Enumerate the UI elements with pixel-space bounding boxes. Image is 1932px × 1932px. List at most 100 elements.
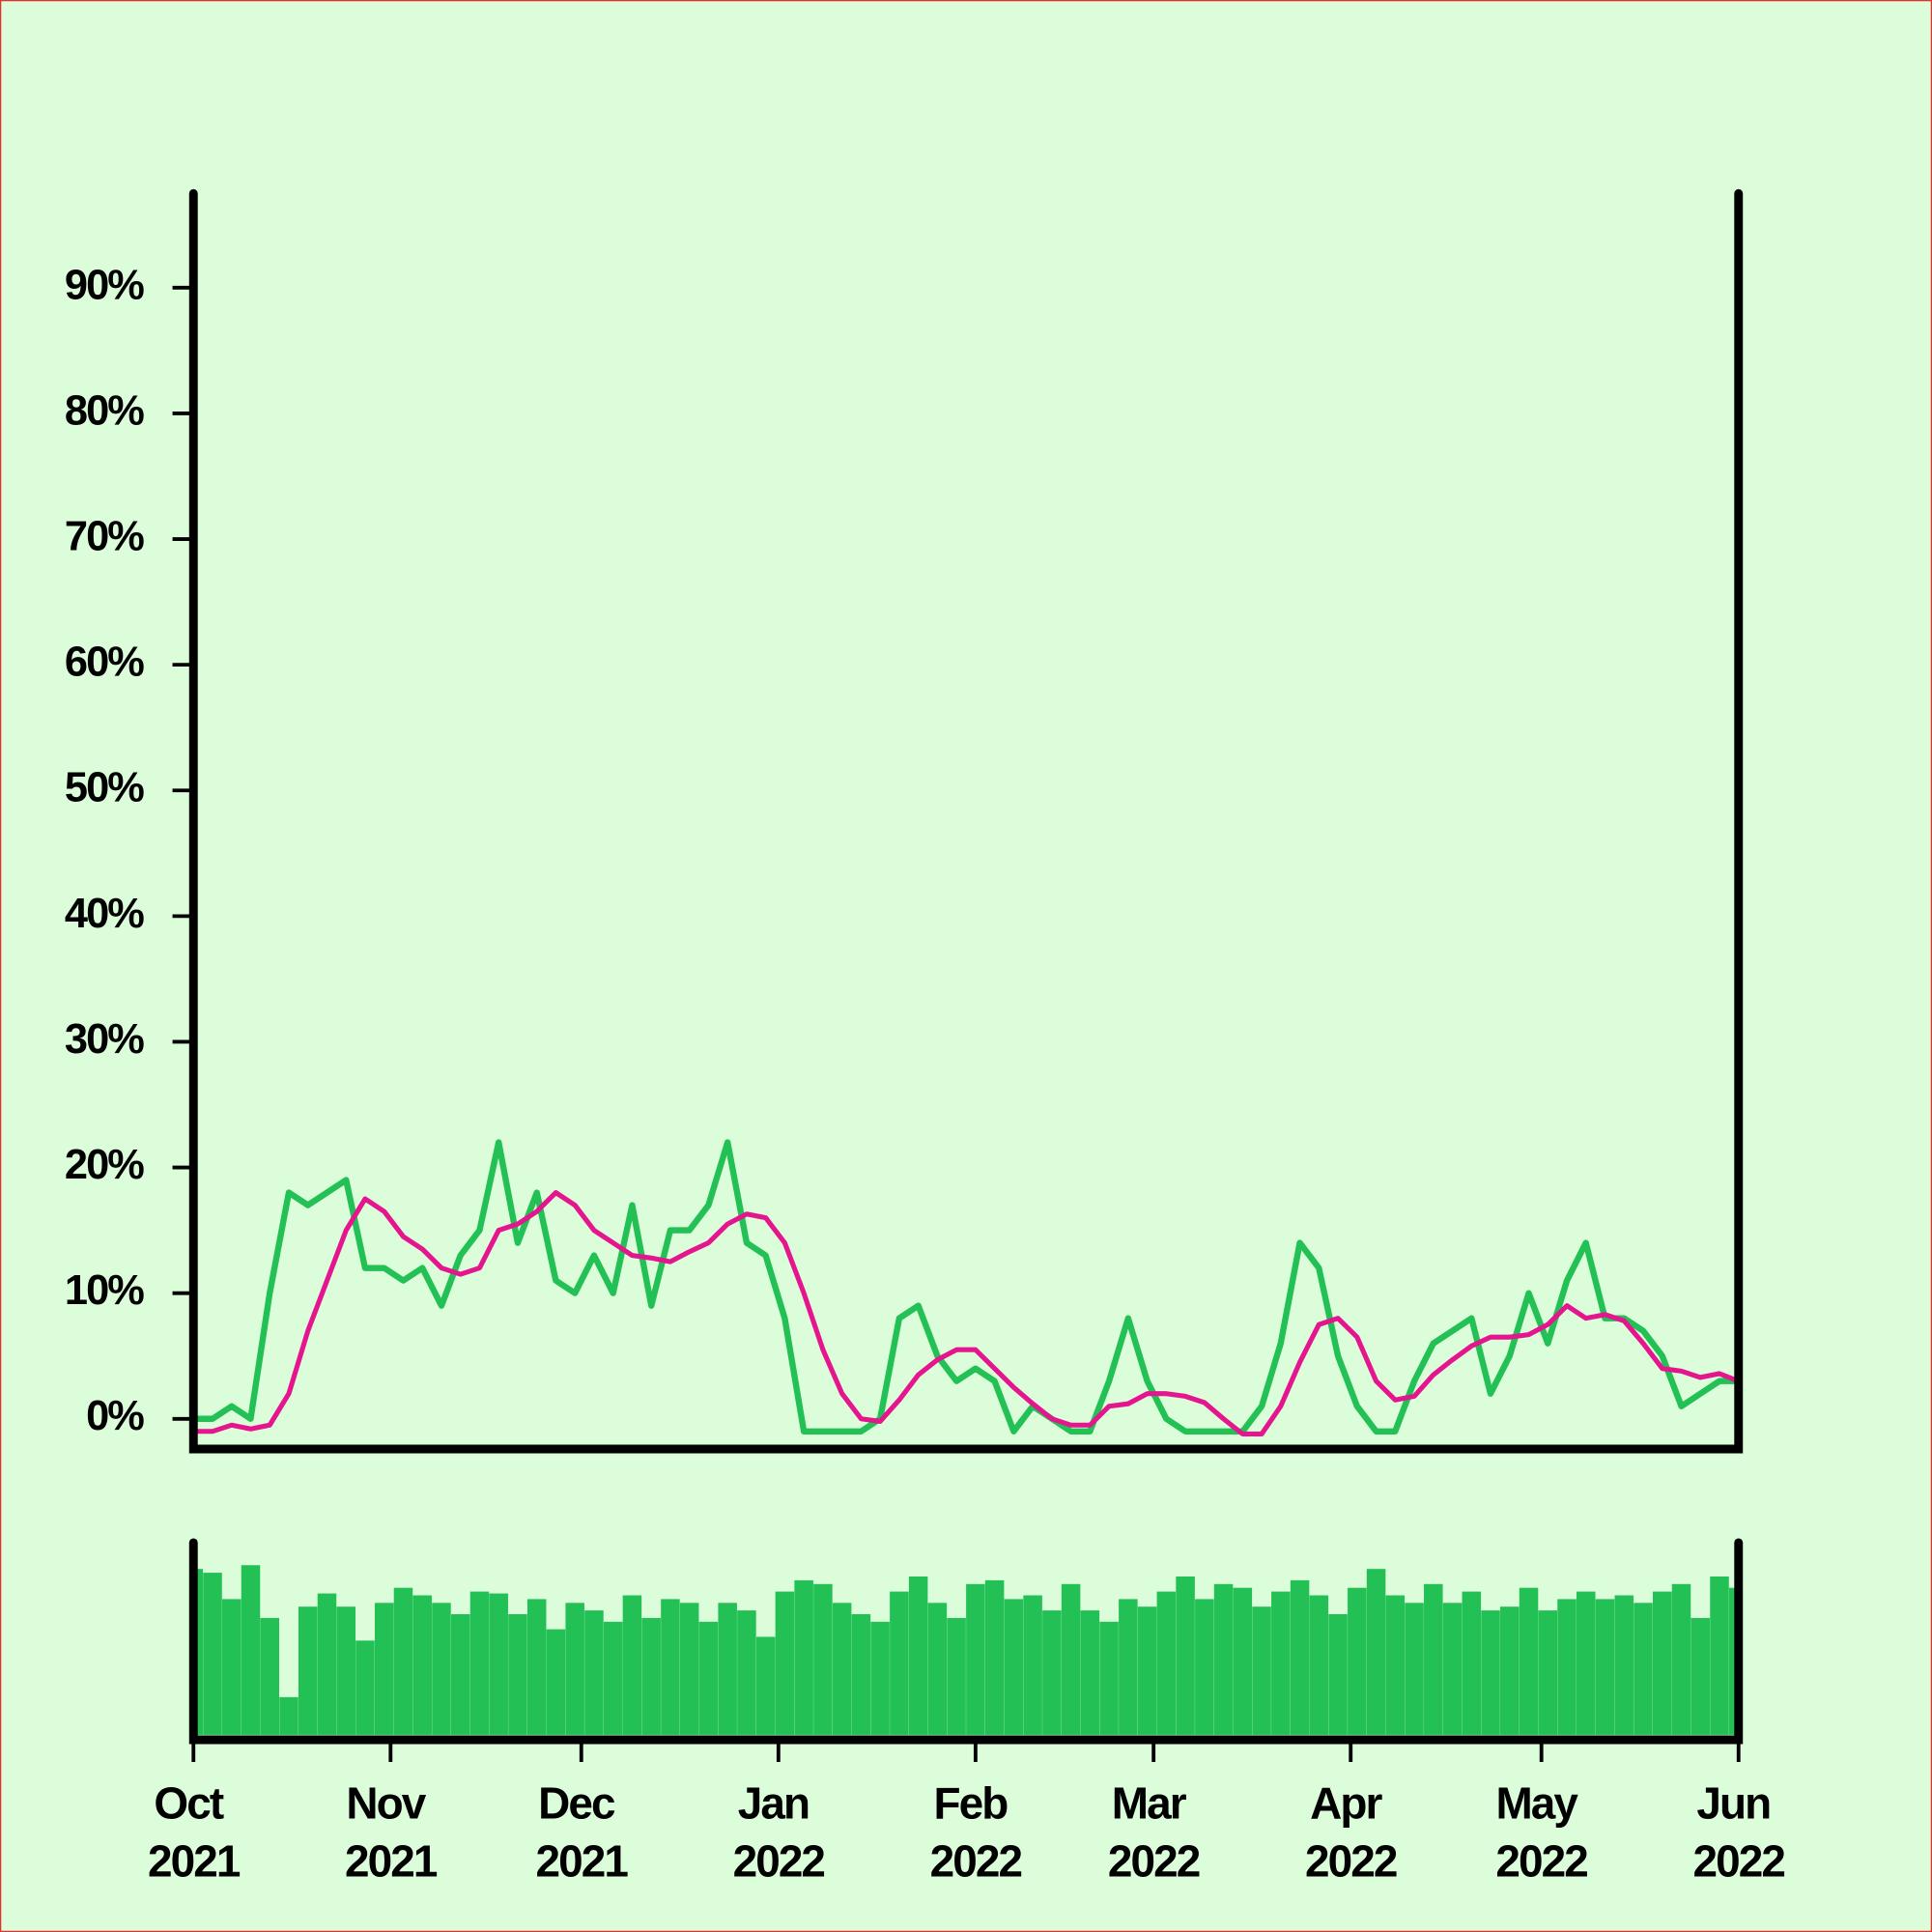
x-tick-label-line: 2022 — [1108, 1836, 1200, 1887]
bar — [1634, 1603, 1653, 1735]
bar — [1405, 1603, 1424, 1735]
bar — [737, 1610, 756, 1735]
bar — [947, 1617, 966, 1735]
x-tick-label-line: Jun — [1696, 1778, 1780, 1829]
y-tick-label: 70% — [65, 513, 144, 559]
x-tick-label-line: 2022 — [733, 1836, 825, 1887]
bar — [1328, 1614, 1348, 1735]
bar — [1519, 1587, 1539, 1735]
bar — [661, 1599, 680, 1735]
x-tick-label: Nov 2021 — [345, 1778, 438, 1887]
bar — [1366, 1569, 1386, 1735]
bar — [679, 1603, 699, 1735]
bar — [813, 1583, 833, 1735]
bar — [1156, 1591, 1177, 1735]
bar — [298, 1606, 318, 1735]
line — [193, 1190, 1740, 1436]
bar — [565, 1603, 584, 1735]
bar — [698, 1621, 719, 1735]
bar — [1213, 1583, 1234, 1735]
bar — [1348, 1587, 1367, 1735]
bar — [603, 1621, 623, 1735]
bar — [193, 1569, 204, 1735]
bar — [546, 1629, 566, 1735]
bar — [450, 1614, 470, 1735]
bar — [1577, 1591, 1596, 1735]
bar — [1271, 1591, 1291, 1735]
bar — [1481, 1610, 1500, 1735]
bar — [393, 1587, 413, 1735]
bar — [622, 1595, 642, 1735]
bar — [927, 1603, 948, 1735]
bar — [1004, 1599, 1024, 1735]
bar — [1671, 1583, 1691, 1735]
bar — [469, 1591, 490, 1735]
x-tick-label-line: 2021 — [536, 1836, 629, 1887]
bar — [966, 1583, 985, 1735]
bar — [908, 1576, 928, 1735]
bar — [260, 1617, 279, 1735]
x-tick-label-line: 2022 — [1693, 1836, 1785, 1887]
bar — [374, 1603, 394, 1735]
bar — [1233, 1587, 1253, 1735]
bar — [432, 1603, 451, 1735]
x-tick-label-line: 2021 — [345, 1836, 438, 1887]
bar — [1462, 1591, 1482, 1735]
y-tick-label: 50% — [65, 765, 144, 811]
y-tick-label: 0% — [86, 1393, 144, 1439]
bar — [336, 1606, 355, 1735]
bar — [1442, 1603, 1463, 1735]
bar — [641, 1617, 661, 1735]
x-tick-label: Jun 2022 — [1693, 1778, 1785, 1887]
bar — [1690, 1617, 1711, 1735]
bar — [508, 1614, 527, 1735]
y-tick-label: 60% — [65, 639, 144, 686]
bar — [718, 1603, 737, 1735]
bar — [584, 1610, 604, 1735]
bar — [1710, 1576, 1729, 1735]
x-tick-label-line: Jan — [738, 1778, 819, 1829]
x-tick-label-line: 2021 — [148, 1836, 241, 1887]
x-tick-label-line: Mar — [1112, 1778, 1196, 1829]
x-tick-label-line: Oct — [154, 1778, 233, 1829]
bar — [1595, 1599, 1615, 1735]
x-tick-label-line: Apr — [1310, 1778, 1391, 1829]
x-tick-label-line: 2022 — [1305, 1836, 1397, 1887]
x-tick-label: Oct 2021 — [148, 1778, 241, 1887]
bar — [1119, 1599, 1138, 1735]
x-tick-label-line: 2022 — [930, 1836, 1022, 1887]
bar — [1290, 1579, 1310, 1735]
bar — [851, 1614, 871, 1735]
bar — [984, 1579, 1005, 1735]
bar — [1653, 1591, 1672, 1735]
x-tick-label: Feb 2022 — [930, 1778, 1022, 1887]
axis-frame — [188, 1538, 1744, 1745]
bar — [832, 1603, 852, 1735]
bar — [794, 1579, 813, 1735]
y-tick-label: 30% — [65, 1016, 144, 1063]
bar — [203, 1573, 222, 1735]
y-tick-label: 90% — [65, 262, 144, 308]
line — [193, 1139, 1739, 1435]
x-tick-label-line: May — [1495, 1778, 1586, 1829]
bar — [1538, 1610, 1558, 1735]
y-tick-label: 20% — [65, 1142, 144, 1188]
bar — [1728, 1587, 1739, 1735]
bar — [1099, 1621, 1119, 1735]
x-tick-label: Dec 2021 — [536, 1778, 629, 1887]
bar — [1557, 1599, 1577, 1735]
bar — [1614, 1595, 1634, 1735]
bar — [1042, 1610, 1062, 1735]
bar — [755, 1636, 776, 1735]
x-tick-label: Apr 2022 — [1305, 1778, 1397, 1887]
bar — [355, 1640, 375, 1735]
bar — [489, 1593, 508, 1735]
bar — [279, 1696, 298, 1735]
bar — [317, 1593, 337, 1735]
bar — [775, 1591, 795, 1735]
x-tick-label-line: Nov — [346, 1778, 435, 1829]
bar — [1309, 1595, 1329, 1735]
bar — [1023, 1595, 1042, 1735]
bar — [1137, 1606, 1157, 1735]
